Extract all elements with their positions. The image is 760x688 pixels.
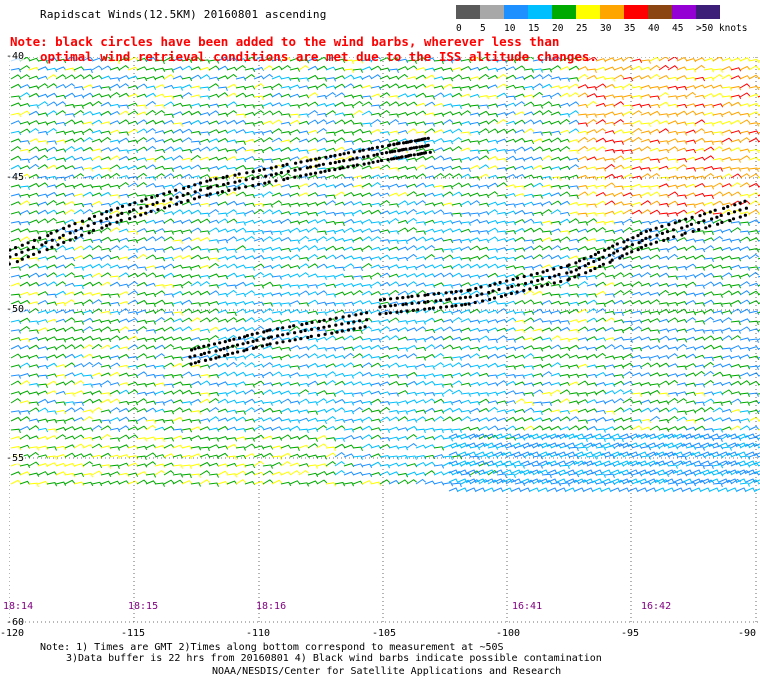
legend-color-bar bbox=[456, 5, 720, 19]
legend-swatch bbox=[648, 5, 672, 19]
pass-time-3: 18:16 bbox=[256, 601, 287, 612]
legend-swatch bbox=[624, 5, 648, 19]
footer-note-line1: Note: 1) Times are GMT 2)Times along bot… bbox=[40, 642, 504, 653]
legend-swatch bbox=[576, 5, 600, 19]
map-title: Rapidscat Winds(12.5KM) 20160801 ascendi… bbox=[40, 8, 327, 21]
legend-label: 45 bbox=[672, 23, 684, 34]
legend-swatch bbox=[456, 5, 480, 19]
pass-time-2: 18:15 bbox=[128, 601, 159, 612]
lon-label-90: -90 bbox=[738, 628, 757, 639]
legend-label: 20 bbox=[552, 23, 564, 34]
legend-swatch bbox=[696, 5, 720, 19]
lat-label-40: -40 bbox=[6, 51, 25, 62]
barb-group bbox=[10, 57, 760, 493]
legend-swatch bbox=[552, 5, 576, 19]
legend-label: 25 bbox=[576, 23, 588, 34]
graticule bbox=[9, 57, 760, 623]
wind-speed-legend: 0 5 10 15 20 25 30 35 40 45 >50 knots bbox=[456, 5, 756, 35]
legend-label: >50 knots bbox=[696, 23, 748, 34]
pass-time-1: 18:14 bbox=[3, 601, 34, 612]
lon-label-95: -95 bbox=[621, 628, 640, 639]
wind-barb-map bbox=[9, 57, 760, 623]
wind-barb-layer bbox=[9, 57, 760, 623]
contaminated-barb-group bbox=[9, 136, 749, 366]
lon-label-100: -100 bbox=[496, 628, 521, 639]
contamination-note-line1: Note: black circles have been added to t… bbox=[10, 34, 560, 49]
lat-label-55: -55 bbox=[6, 453, 25, 464]
legend-label: 5 bbox=[480, 23, 486, 34]
lat-label-50: -50 bbox=[6, 304, 25, 315]
footer-note-line2: 3)Data buffer is 22 hrs from 20160801 4)… bbox=[66, 653, 602, 664]
contamination-note-line2: optimal wind retrieval conditions are me… bbox=[40, 49, 597, 64]
legend-swatch bbox=[528, 5, 552, 19]
lon-label-105: -105 bbox=[372, 628, 397, 639]
pass-time-4: 16:41 bbox=[512, 601, 543, 612]
lon-label-110: -110 bbox=[246, 628, 271, 639]
footer-credit: NOAA/NESDIS/Center for Satellite Applica… bbox=[212, 666, 562, 677]
legend-swatch bbox=[480, 5, 504, 19]
lat-label-60: -60 bbox=[6, 617, 25, 628]
legend-label: 10 bbox=[504, 23, 516, 34]
pass-time-5: 16:42 bbox=[641, 601, 672, 612]
legend-label: 30 bbox=[600, 23, 612, 34]
lon-label-120: -120 bbox=[0, 628, 25, 639]
legend-label: 35 bbox=[624, 23, 636, 34]
legend-label: 40 bbox=[648, 23, 660, 34]
legend-swatch bbox=[504, 5, 528, 19]
lat-label-45: -45 bbox=[6, 172, 25, 183]
legend-label: 0 bbox=[456, 23, 462, 34]
legend-swatch bbox=[600, 5, 624, 19]
legend-label: 15 bbox=[528, 23, 540, 34]
lon-label-115: -115 bbox=[121, 628, 146, 639]
legend-swatch bbox=[672, 5, 696, 19]
